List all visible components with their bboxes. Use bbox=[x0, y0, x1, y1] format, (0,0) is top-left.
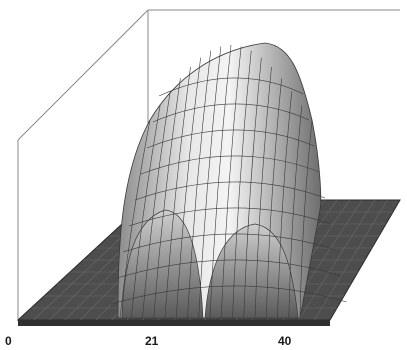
mesh-band bbox=[140, 155, 320, 175]
mesh-band bbox=[128, 207, 331, 227]
x-tick-label-0: 0 bbox=[5, 334, 12, 348]
x-axis-ticks: 0 21 40 bbox=[5, 334, 292, 348]
surface-mesh bbox=[110, 44, 347, 319]
mesh-band bbox=[134, 181, 326, 201]
mesh-meridian bbox=[119, 119, 151, 319]
mesh-band bbox=[158, 77, 304, 97]
surface-dome bbox=[110, 42, 347, 319]
mesh-meridian bbox=[142, 91, 171, 319]
mesh-band bbox=[110, 285, 347, 305]
mesh-meridian bbox=[198, 46, 222, 319]
mesh-meridian bbox=[243, 57, 262, 319]
mesh-meridian bbox=[130, 105, 161, 319]
mesh-meridian bbox=[164, 66, 191, 319]
mesh-band bbox=[122, 233, 336, 253]
front-lobe-right bbox=[204, 223, 299, 319]
mesh-meridian bbox=[209, 44, 232, 319]
mesh-meridian bbox=[187, 50, 212, 319]
mesh-band bbox=[146, 129, 315, 149]
mesh-meridian bbox=[175, 57, 201, 319]
mesh-band bbox=[116, 259, 342, 279]
front-lobe-left bbox=[121, 209, 204, 319]
mesh-meridian bbox=[277, 91, 293, 319]
x-tick-label-2: 40 bbox=[278, 334, 292, 348]
mesh-meridian bbox=[265, 78, 282, 319]
mesh-band bbox=[152, 103, 309, 123]
mesh-meridian bbox=[288, 105, 303, 319]
x-tick-label-1: 21 bbox=[145, 334, 159, 348]
mesh-meridian bbox=[232, 50, 252, 319]
mesh-meridian bbox=[153, 78, 181, 319]
